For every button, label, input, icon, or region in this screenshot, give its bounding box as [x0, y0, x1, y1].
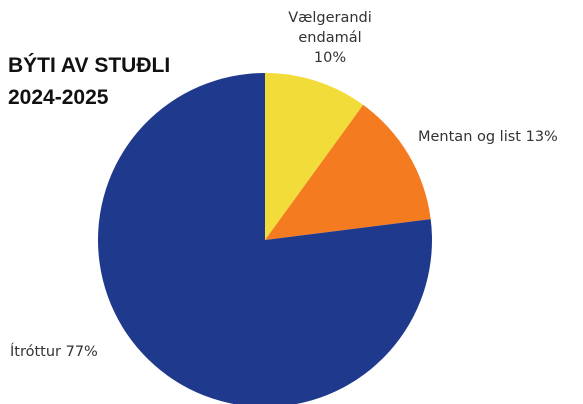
pie-slice [98, 73, 432, 404]
slice-label: Ítróttur 77% [10, 342, 98, 362]
slice-label: Mentan og list 13% [418, 127, 558, 147]
slice-label-value: 10% [313, 50, 347, 66]
slice-label-value: 77% [65, 344, 98, 360]
slice-label-name: Mentan og list [418, 129, 521, 145]
slice-label-name: Ítróttur [10, 344, 61, 360]
pie-slice [265, 73, 364, 240]
chart-title: BÝTI AV STUÐLI [8, 54, 171, 77]
slice-label-value: 13% [525, 129, 558, 145]
slice-label: Vælgerandi endamál 10% [275, 8, 385, 68]
chart-subtitle: 2024-2025 [8, 86, 109, 109]
pie-slice [265, 104, 431, 240]
slice-label-name: Vælgerandi endamál [288, 10, 372, 46]
